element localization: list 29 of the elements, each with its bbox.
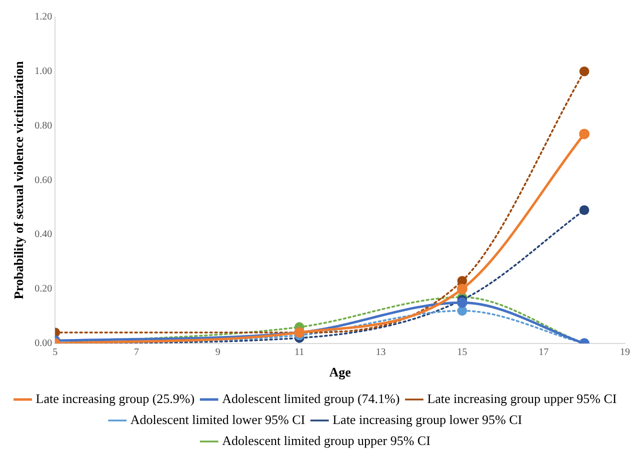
legend-label: Adolescent limited group (74.1%) <box>222 390 400 406</box>
point <box>457 306 468 316</box>
point <box>579 205 590 216</box>
x-tick-label: 7 <box>134 347 140 358</box>
y-tick-label: 0.80 <box>34 120 52 132</box>
x-tick-label: 11 <box>294 347 304 358</box>
point <box>456 284 468 294</box>
y-tick-label: 0.60 <box>34 174 52 186</box>
legend-label: Late increasing group lower 95% CI <box>332 412 522 427</box>
legend-label: Adolescent limited lower 95% CI <box>130 412 306 427</box>
x-tick-label: 19 <box>620 347 630 358</box>
y-tick-label: 0.40 <box>34 229 52 240</box>
y-tick-label: 0.20 <box>34 284 52 295</box>
y-tick-label: 0.00 <box>34 338 52 350</box>
y-tick-label: 1.20 <box>34 12 52 23</box>
x-tick-label: 9 <box>215 347 220 358</box>
x-axis-title: Age <box>329 364 352 380</box>
legend-label: Late increasing group upper 95% CI <box>427 390 617 406</box>
point <box>579 128 590 140</box>
point <box>579 66 590 76</box>
legend-label: Late increasing group (25.9%) <box>36 390 195 406</box>
y-tick-label: 1.00 <box>34 66 52 78</box>
x-tick-label: 13 <box>376 347 386 358</box>
x-tick-label: 15 <box>457 347 468 358</box>
x-tick-label: 5 <box>52 347 58 358</box>
legend-label: Adolescent limited group upper 95% CI <box>222 432 430 448</box>
x-tick-label: 17 <box>538 347 549 358</box>
point <box>457 276 468 286</box>
y-axis-title: Probability of sexual violence victimization <box>11 60 26 300</box>
